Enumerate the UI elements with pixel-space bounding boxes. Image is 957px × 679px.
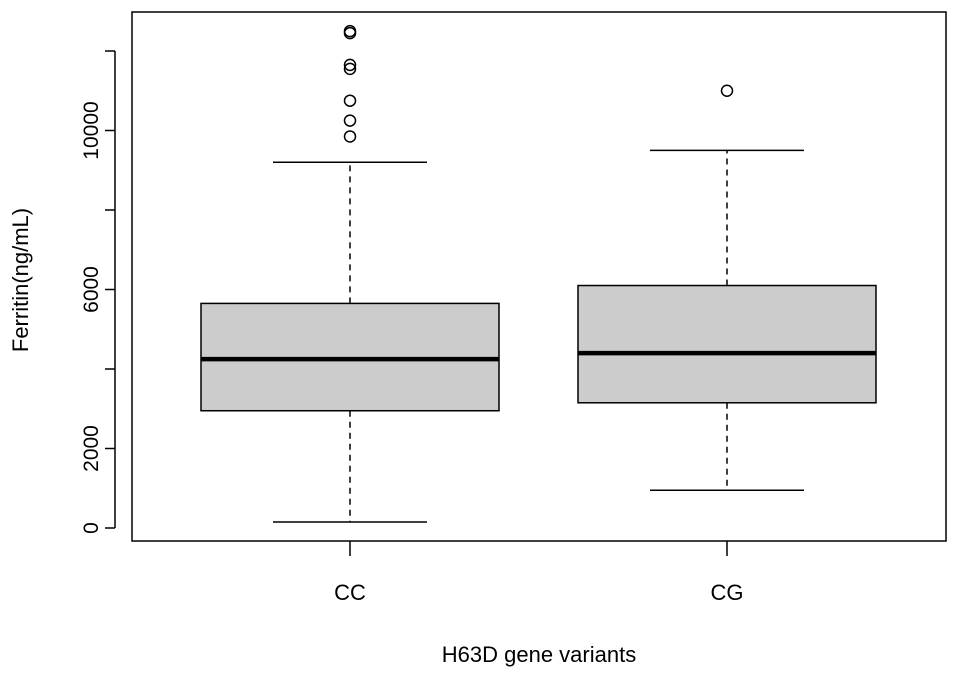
y-tick-label: 10000 [80,101,103,159]
plot-frame [131,11,947,542]
box-cc [200,24,500,523]
y-tick-label: 0 [80,522,103,534]
box-cg [577,84,877,491]
outlier-point [343,130,357,143]
outlier-point [343,58,357,72]
outlier-point [343,94,357,107]
x-tick-label: CG [711,580,744,605]
outlier-point [343,24,357,38]
box-group [200,24,877,523]
x-axis: CC CG [334,541,744,605]
iqr-box [577,284,877,404]
x-axis-label: H63D gene variants [442,642,636,667]
x-tick-label: CC [334,580,366,605]
outlier-point [720,84,734,97]
y-axis: 0 2000 6000 10000 [80,50,116,534]
outlier-point [343,114,357,127]
outlier-point [343,62,357,76]
y-axis-label: Ferritin(ng/mL) [8,208,33,352]
y-tick-label: 2000 [80,425,103,472]
y-tick-label: 6000 [80,266,103,313]
